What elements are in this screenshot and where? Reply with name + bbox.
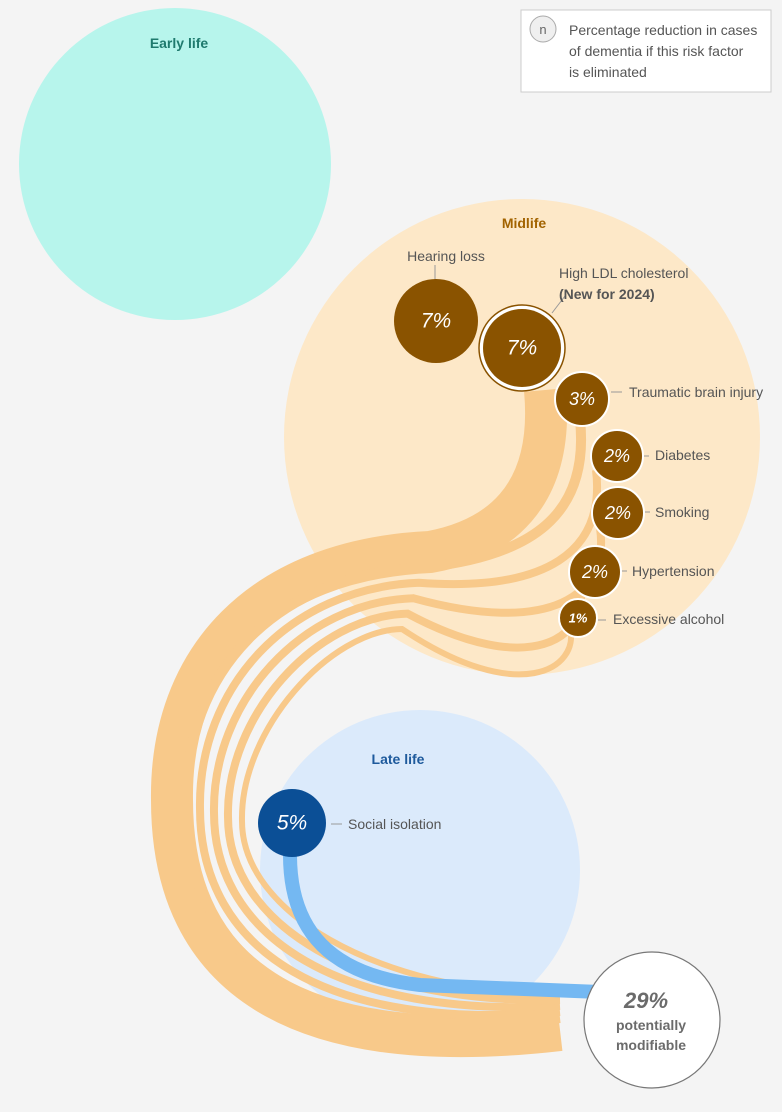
alcohol-flow bbox=[238, 625, 575, 999]
tbi-percent: 3% bbox=[569, 389, 595, 409]
social-isolation-label: Social isolation bbox=[348, 816, 441, 832]
diabetes-flow bbox=[195, 469, 602, 1019]
factor-smoking: 2% Smoking bbox=[591, 486, 709, 540]
smoking-percent: 2% bbox=[604, 503, 631, 523]
factor-social-isolation: 5% Social isolation bbox=[258, 789, 441, 857]
hearing-loss-label: Hearing loss bbox=[407, 248, 485, 264]
social-isolation-percent: 5% bbox=[277, 812, 307, 835]
hearing-ldl-flow bbox=[150, 388, 568, 1058]
risk-flow-ribbons bbox=[150, 388, 606, 1058]
total-percent: 29% bbox=[623, 988, 668, 1013]
alcohol-percent: 1% bbox=[569, 611, 588, 626]
late-life-label: Late life bbox=[372, 751, 425, 767]
early-life-label: Early life bbox=[150, 35, 209, 51]
hearing-loss-bubble bbox=[394, 279, 478, 363]
legend-box bbox=[520, 9, 772, 93]
hypertension-label: Hypertension bbox=[632, 563, 715, 579]
ldl-percent: 7% bbox=[507, 337, 537, 360]
tbi-flow bbox=[180, 419, 587, 1029]
legend-symbol-circle bbox=[529, 15, 557, 43]
alcohol-bubble bbox=[558, 598, 598, 638]
tbi-label: Traumatic brain injury bbox=[629, 384, 763, 400]
ldl-label: High LDL cholesterol bbox=[559, 265, 688, 281]
smoking-bubble bbox=[591, 486, 645, 540]
diabetes-percent: 2% bbox=[603, 446, 630, 466]
tbi-bubble bbox=[554, 371, 610, 427]
midlife-circle bbox=[284, 199, 760, 675]
legend-line-1: Percentage reduction in cases bbox=[569, 22, 757, 38]
hearing-loss-percent: 7% bbox=[421, 310, 451, 333]
factor-hearing-loss: Hearing loss 7% bbox=[394, 248, 485, 363]
hypertension-bubble bbox=[568, 545, 622, 599]
hypertension-percent: 2% bbox=[581, 562, 608, 582]
factor-diabetes: 2% Diabetes bbox=[590, 429, 710, 483]
legend-line-3: is eliminated bbox=[569, 64, 647, 80]
social-isolation-bubble bbox=[258, 789, 326, 857]
diabetes-label: Diabetes bbox=[655, 447, 710, 463]
legend: n Percentage reduction in cases of demen… bbox=[520, 9, 772, 93]
legend-symbol: n bbox=[539, 22, 546, 37]
late-life-circle bbox=[260, 710, 580, 1030]
factor-hypertension: 2% Hypertension bbox=[568, 545, 715, 599]
total-line-1: potentially bbox=[616, 1017, 686, 1033]
smoking-label: Smoking bbox=[655, 504, 709, 520]
factor-traumatic-brain-injury: 3% Traumatic brain injury bbox=[554, 371, 763, 427]
total-line-2: modifiable bbox=[616, 1037, 686, 1053]
legend-line-2: of dementia if this risk factor bbox=[569, 43, 744, 59]
factor-ldl: High LDL cholesterol (New for 2024) 7% bbox=[478, 265, 688, 392]
midlife-label: Midlife bbox=[502, 215, 547, 231]
total-circle bbox=[583, 951, 721, 1089]
diabetes-bubble bbox=[590, 429, 644, 483]
alcohol-label: Excessive alcohol bbox=[613, 611, 724, 627]
ldl-note: (New for 2024) bbox=[559, 286, 655, 302]
ldl-leader bbox=[551, 295, 566, 314]
total-modifiable: 29% potentially modifiable bbox=[583, 951, 721, 1089]
ldl-bubble bbox=[483, 309, 561, 387]
early-life-circle bbox=[19, 8, 331, 320]
smoking-flow bbox=[209, 527, 606, 1012]
factor-excessive-alcohol: 1% Excessive alcohol bbox=[558, 598, 724, 638]
social-isolation-flow bbox=[283, 854, 601, 999]
